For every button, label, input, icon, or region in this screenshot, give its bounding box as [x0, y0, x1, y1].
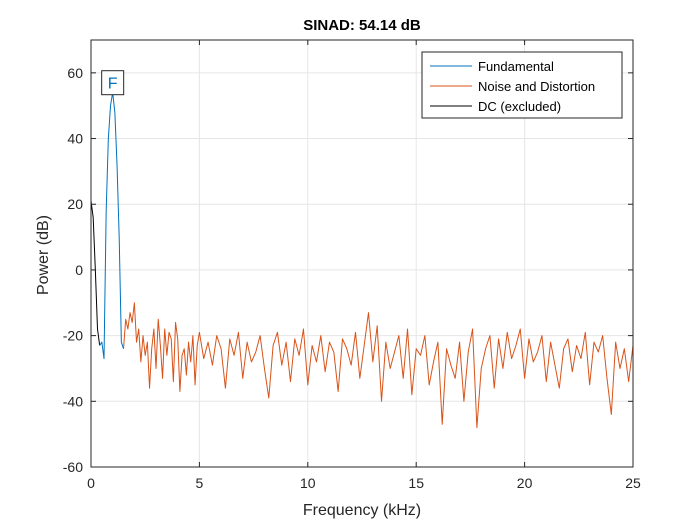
- x-axis-label: Frequency (kHz): [303, 502, 421, 519]
- y-tick-label: 40: [67, 131, 83, 147]
- y-axis-label: Power (dB): [35, 215, 52, 295]
- legend-box: [421, 51, 623, 119]
- legend-entry: Fundamental: [478, 59, 554, 74]
- series-line-noise-and-distortion: [123, 302, 634, 429]
- y-tick-label: -40: [63, 393, 83, 409]
- y-tick-label: -20: [63, 328, 83, 344]
- axis-ticks: 0 5 10 15 20 25 -60 -40 -20 0 20 40 60: [63, 40, 641, 491]
- x-tick-label: 15: [408, 475, 424, 491]
- x-tick-label: 10: [300, 475, 316, 491]
- legend-entry: Noise and Distortion: [478, 79, 595, 94]
- y-tick-label: 60: [67, 65, 83, 81]
- x-tick-label: 25: [625, 475, 641, 491]
- plot-frame: [90, 39, 634, 468]
- chart-title: SINAD: 54.14 dB: [303, 17, 421, 34]
- x-tick-label: 20: [517, 475, 533, 491]
- y-tick-label: 20: [67, 196, 83, 212]
- series-line-fundamental: [99, 92, 124, 360]
- x-tick-label: 5: [196, 475, 204, 491]
- fundamental-marker-box: [101, 70, 125, 96]
- annotations: F: [101, 70, 125, 96]
- y-tick-label: -60: [63, 459, 83, 475]
- fundamental-marker-label: F: [108, 76, 118, 93]
- legend: Fundamental Noise and Distortion DC (exclu…: [421, 51, 623, 119]
- y-tick-label: 0: [75, 262, 83, 278]
- legend-entry: DC (excluded): [478, 99, 561, 114]
- x-tick-label: 0: [87, 475, 95, 491]
